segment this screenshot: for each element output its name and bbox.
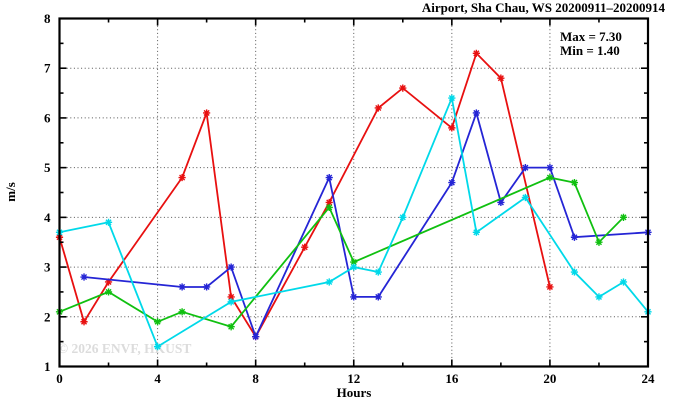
x-tick-label: 20 bbox=[543, 371, 556, 386]
y-tick-label: 2 bbox=[44, 309, 51, 324]
max-annotation: Max = 7.30 bbox=[560, 29, 622, 44]
x-tick-label: 0 bbox=[56, 371, 63, 386]
data-series bbox=[55, 49, 652, 351]
series-red-markers bbox=[55, 49, 554, 341]
y-tick-label: 1 bbox=[44, 359, 51, 374]
y-tick-label: 8 bbox=[44, 11, 51, 26]
series-cyan-line bbox=[59, 94, 649, 348]
gridlines bbox=[59, 18, 648, 367]
watermark-text: © 2026 ENVF, HKUST bbox=[58, 341, 191, 356]
y-tick-label: 4 bbox=[44, 210, 51, 225]
series-cyan-markers bbox=[55, 94, 652, 351]
x-tick-label: 24 bbox=[642, 371, 656, 386]
series-red-line bbox=[58, 51, 551, 339]
y-axis-label: m/s bbox=[3, 182, 18, 202]
y-tick-label: 5 bbox=[44, 160, 51, 175]
chart-title: Airport, Sha Chau, WS 20200911–20200914 bbox=[422, 0, 666, 15]
x-axis-label: Hours bbox=[337, 385, 372, 400]
series-blue-line bbox=[83, 109, 649, 340]
series-green-line bbox=[59, 176, 625, 328]
x-tick-label: 4 bbox=[154, 371, 161, 386]
axis-ticks bbox=[58, 17, 649, 368]
y-tick-label: 6 bbox=[44, 110, 51, 125]
y-tick-label: 3 bbox=[44, 260, 51, 275]
x-tick-label: 12 bbox=[347, 371, 360, 386]
x-tick-label: 16 bbox=[445, 371, 459, 386]
x-tick-label: 8 bbox=[252, 371, 259, 386]
min-annotation: Min = 1.40 bbox=[560, 43, 620, 58]
y-tick-label: 7 bbox=[44, 61, 51, 76]
series-blue-markers bbox=[80, 109, 652, 341]
